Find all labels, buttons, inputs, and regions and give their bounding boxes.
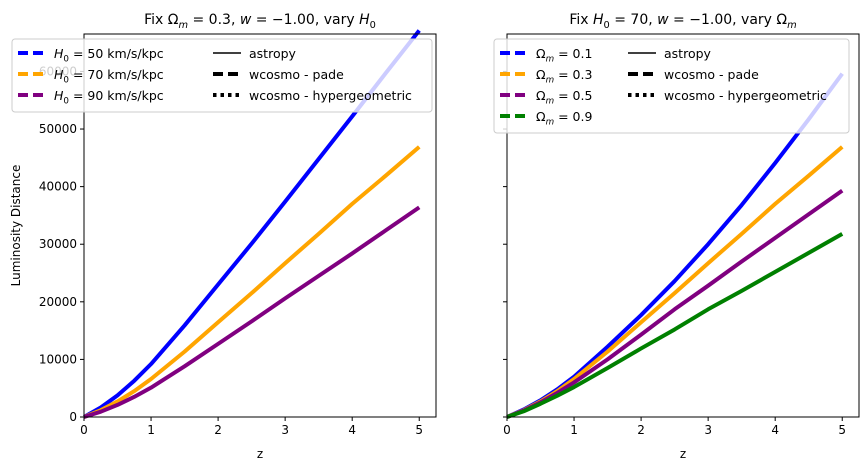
text-part: 0 [63, 55, 69, 65]
chart-title: Fix Ωm = 0.3, w = −1.00, vary H0 [144, 12, 376, 31]
x-tick-label: 0 [503, 423, 511, 437]
text-part: Ω [536, 46, 546, 61]
text-part: = 50 km/s/kpc [69, 46, 164, 61]
text-part: H [54, 46, 64, 61]
chart-panel-1: 0123450100002000030000400005000060000zLu… [9, 12, 437, 461]
text-part: = 0.3 [554, 67, 592, 82]
legend-style-label-3: wcosmo - hypergeometric [664, 88, 827, 103]
text-part: = 70 km/s/kpc [69, 67, 164, 82]
axes-frame [83, 33, 437, 418]
text-part: = 0.9 [554, 109, 592, 124]
text-part: H [593, 12, 604, 28]
text-part: Ω [776, 12, 787, 28]
legend-label-1: H0 = 50 km/s/kpc [54, 46, 164, 65]
text-part: w [240, 12, 252, 28]
y-tick-label: 0 [69, 410, 77, 424]
legend-style-label-1: astropy [249, 46, 297, 61]
text-part: = 0.3, [188, 12, 240, 28]
text-part: = 0.1 [554, 46, 592, 61]
y-tick-label: 30000 [39, 237, 77, 251]
legend-label-3: H0 = 90 km/s/kpc [54, 88, 164, 107]
text-part: H [359, 12, 370, 28]
y-tick-label: 20000 [39, 295, 77, 309]
legend-box [493, 38, 850, 134]
x-tick-label: 5 [838, 423, 846, 437]
legend-style-label-3: wcosmo - hypergeometric [249, 88, 412, 103]
y-tick-label: 50000 [39, 122, 77, 136]
text-part: Ω [536, 109, 546, 124]
x-tick-label: 1 [570, 423, 578, 437]
text-part: m [546, 55, 555, 65]
legend-label-4: Ωm = 0.9 [536, 109, 592, 128]
text-part: 0 [63, 76, 69, 86]
text-part: 0 [63, 97, 69, 107]
text-part: = 70, [610, 12, 657, 28]
x-axis-label: z [680, 447, 686, 461]
text-part: m [787, 20, 797, 31]
legend-label-2: H0 = 70 km/s/kpc [54, 67, 164, 86]
x-tick-label: 2 [214, 423, 222, 437]
x-tick-label: 2 [637, 423, 645, 437]
text-part: Fix [569, 12, 593, 28]
text-part: H [54, 67, 64, 82]
text-part: w [657, 12, 669, 28]
text-part: H [54, 88, 64, 103]
x-tick-label: 4 [771, 423, 779, 437]
legend-style-label-2: wcosmo - pade [664, 67, 759, 82]
text-part: 0 [370, 20, 376, 31]
x-axis-label: z [257, 447, 263, 461]
series-line-1 [83, 29, 421, 419]
series-line-2 [83, 145, 421, 419]
x-tick-label: 3 [704, 423, 712, 437]
legend-label-3: Ωm = 0.5 [536, 88, 592, 107]
text-part: m [546, 118, 555, 128]
text-part: = −1.00, vary [251, 12, 359, 28]
legend-style-label-2: wcosmo - pade [249, 67, 344, 82]
text-part: Ω [536, 67, 546, 82]
text-part: Fix [144, 12, 168, 28]
y-tick-label: 10000 [39, 352, 77, 366]
chart-title: Fix H0 = 70, w = −1.00, vary Ωm [569, 12, 796, 31]
y-axis-label: Luminosity Distance [9, 165, 23, 287]
x-tick-label: 3 [281, 423, 289, 437]
series-line-3 [506, 189, 844, 419]
text-part: Ω [536, 88, 546, 103]
x-tick-label: 1 [147, 423, 155, 437]
axes-frame [506, 33, 860, 418]
legend-label-1: Ωm = 0.1 [536, 46, 592, 65]
text-part: m [546, 97, 555, 107]
text-part: m [546, 76, 555, 86]
x-tick-label: 5 [415, 423, 423, 437]
x-tick-label: 0 [80, 423, 88, 437]
text-part: 0 [604, 20, 610, 31]
text-part: = 0.5 [554, 88, 592, 103]
text-part: = 90 km/s/kpc [69, 88, 164, 103]
series-line-3 [83, 205, 421, 419]
y-tick-label: 40000 [39, 180, 77, 194]
series-line-4 [506, 232, 844, 419]
text-part: m [179, 20, 189, 31]
legend-style-label-1: astropy [664, 46, 712, 61]
x-tick-label: 4 [348, 423, 356, 437]
legend-label-2: Ωm = 0.3 [536, 67, 592, 86]
text-part: = −1.00, vary [669, 12, 777, 28]
text-part: Ω [168, 12, 179, 28]
